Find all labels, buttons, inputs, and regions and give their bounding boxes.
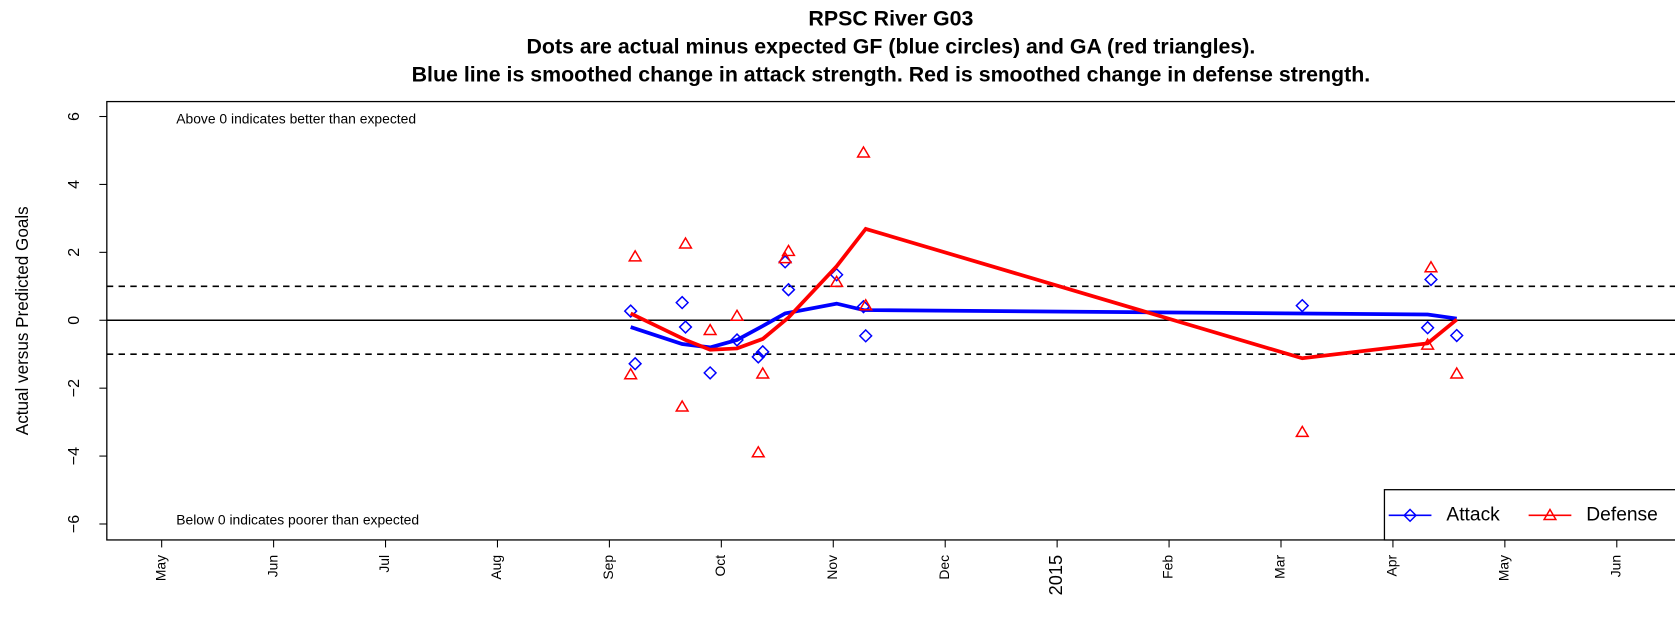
chart-subtitle: Dots are actual minus expected GF (blue … [526, 34, 1255, 58]
x-tick-label: Apr [1384, 555, 1400, 577]
data-point [627, 249, 643, 262]
legend-marker [1542, 507, 1558, 521]
data-point [623, 304, 638, 319]
data-point [702, 323, 718, 336]
data-point [755, 366, 770, 379]
chart-title: RPSC River G03 [808, 7, 973, 31]
x-tick-label: Aug [488, 555, 504, 580]
y-tick-label: −2 [65, 379, 83, 397]
x-tick-label: Oct [712, 555, 728, 577]
data-point [858, 298, 873, 311]
legend-label: Attack [1446, 504, 1500, 525]
legend-marker [1403, 508, 1418, 523]
y-tick-label: −6 [65, 515, 83, 533]
data-point [1424, 272, 1438, 287]
data-point [751, 349, 766, 364]
annotation: Above 0 indicates better than expected [176, 110, 416, 126]
data-point [858, 328, 873, 343]
data-point [1423, 260, 1439, 273]
x-tick-label: Feb [1160, 555, 1176, 579]
data-point [623, 367, 638, 380]
x-tick-label: Jun [264, 555, 280, 577]
x-tick-label: Jun [1607, 555, 1623, 577]
y-axis-label: Actual versus Predicted Goals [13, 206, 32, 435]
data-point [730, 333, 744, 347]
data-point [678, 320, 693, 334]
data-point [1449, 328, 1464, 343]
x-tick-label: Sep [600, 555, 616, 580]
data-point [1295, 298, 1310, 313]
annotation: Below 0 indicates poorer than expected [176, 511, 419, 527]
data-point [674, 399, 690, 412]
y-tick-label: 4 [65, 180, 83, 189]
x-tick-label: Nov [824, 555, 840, 580]
x-tick-label: Jul [376, 555, 392, 573]
legend: Attack Defense [1383, 489, 1675, 541]
data-point [1420, 320, 1435, 335]
legend-label: Defense [1586, 504, 1658, 525]
data-point [829, 274, 844, 288]
data-point [751, 445, 766, 458]
data-point [628, 356, 643, 371]
data-point [729, 308, 745, 322]
data-point [678, 236, 693, 249]
data-point [1420, 337, 1435, 350]
chart-subtitle: Blue line is smoothed change in attack s… [412, 62, 1371, 86]
data-point [675, 295, 690, 310]
data-point [781, 282, 796, 297]
data-point [703, 365, 718, 380]
smooth-line [629, 226, 1458, 361]
data-point [777, 251, 793, 264]
y-tick-label: 6 [65, 112, 83, 121]
data-point [1295, 424, 1310, 438]
y-tick-label: 0 [65, 316, 83, 325]
x-tick-label: Mar [1272, 555, 1288, 579]
data-point [1449, 366, 1464, 379]
x-tick-label: May [1496, 555, 1512, 581]
x-tick-label: May [152, 555, 168, 581]
data-point [856, 145, 871, 158]
x-tick-label: 2015 [1046, 555, 1066, 595]
data-point [755, 344, 770, 359]
y-tick-label: −4 [65, 447, 83, 465]
x-tick-label: Dec [936, 555, 952, 580]
data-point [781, 243, 796, 257]
y-tick-label: 2 [65, 248, 83, 257]
data-point [856, 299, 871, 314]
